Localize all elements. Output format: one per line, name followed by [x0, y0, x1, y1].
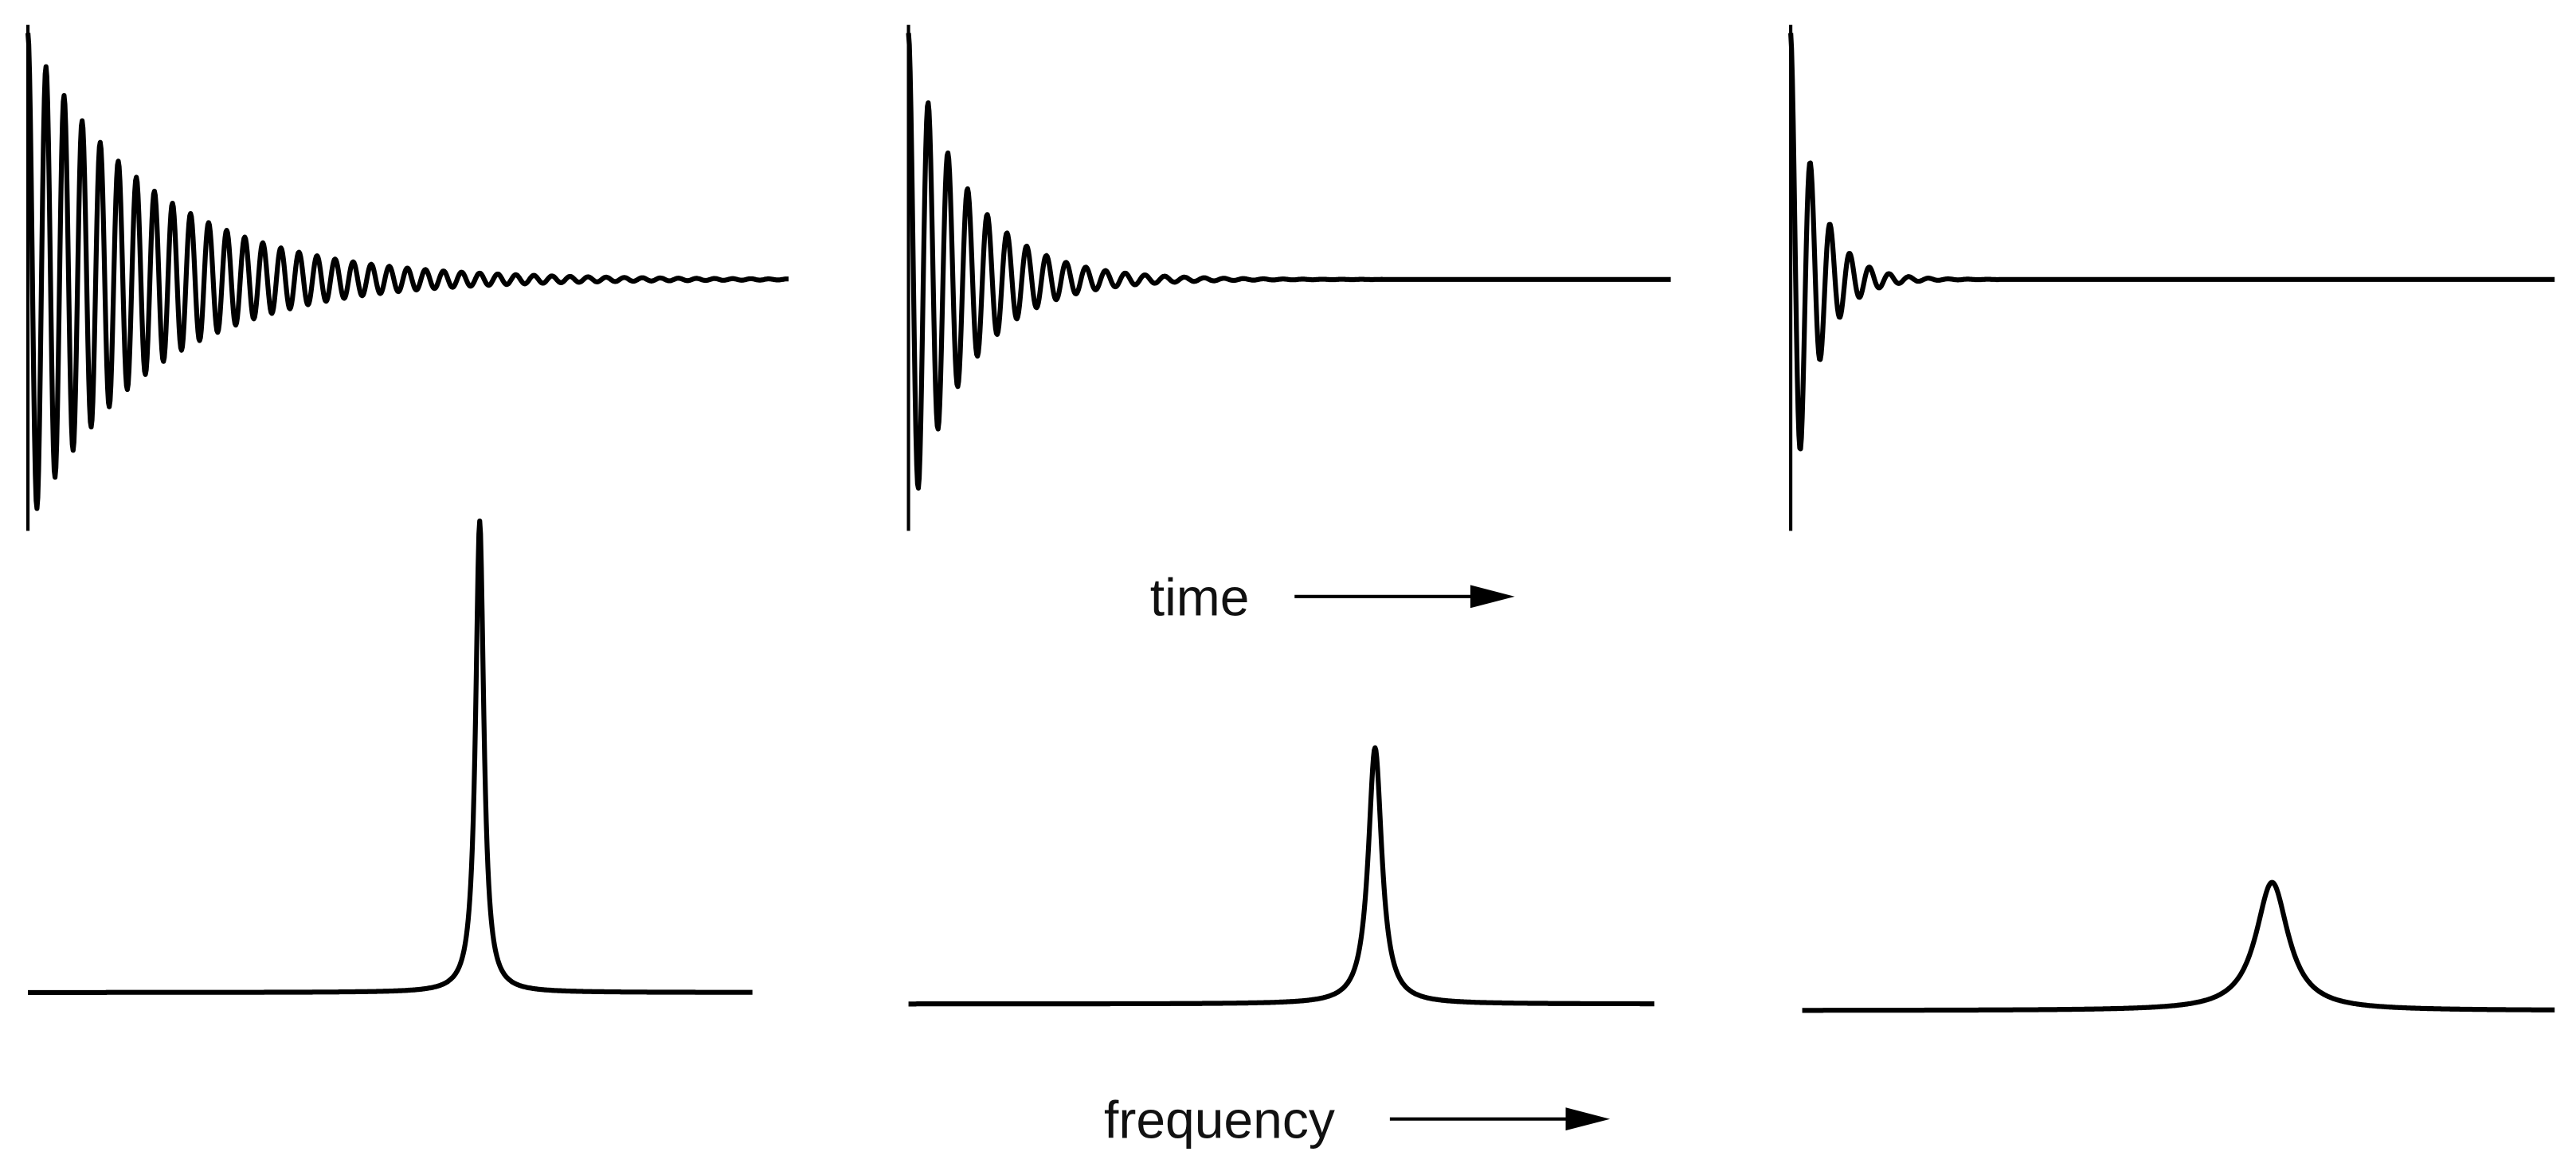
frequency-label: frequency [1104, 1090, 1335, 1149]
spectrum-curve [1800, 879, 2557, 1013]
fid-curve [906, 33, 1673, 491]
fid-curve [1788, 33, 2557, 452]
fid-curve [25, 33, 791, 511]
spectrum-curve [26, 518, 754, 995]
curves [25, 25, 2557, 1013]
time-arrowhead [1470, 585, 1515, 609]
time-label: time [1150, 567, 1250, 626]
frequency-arrowhead [1565, 1107, 1611, 1131]
spectrum-curve [906, 745, 1656, 1007]
